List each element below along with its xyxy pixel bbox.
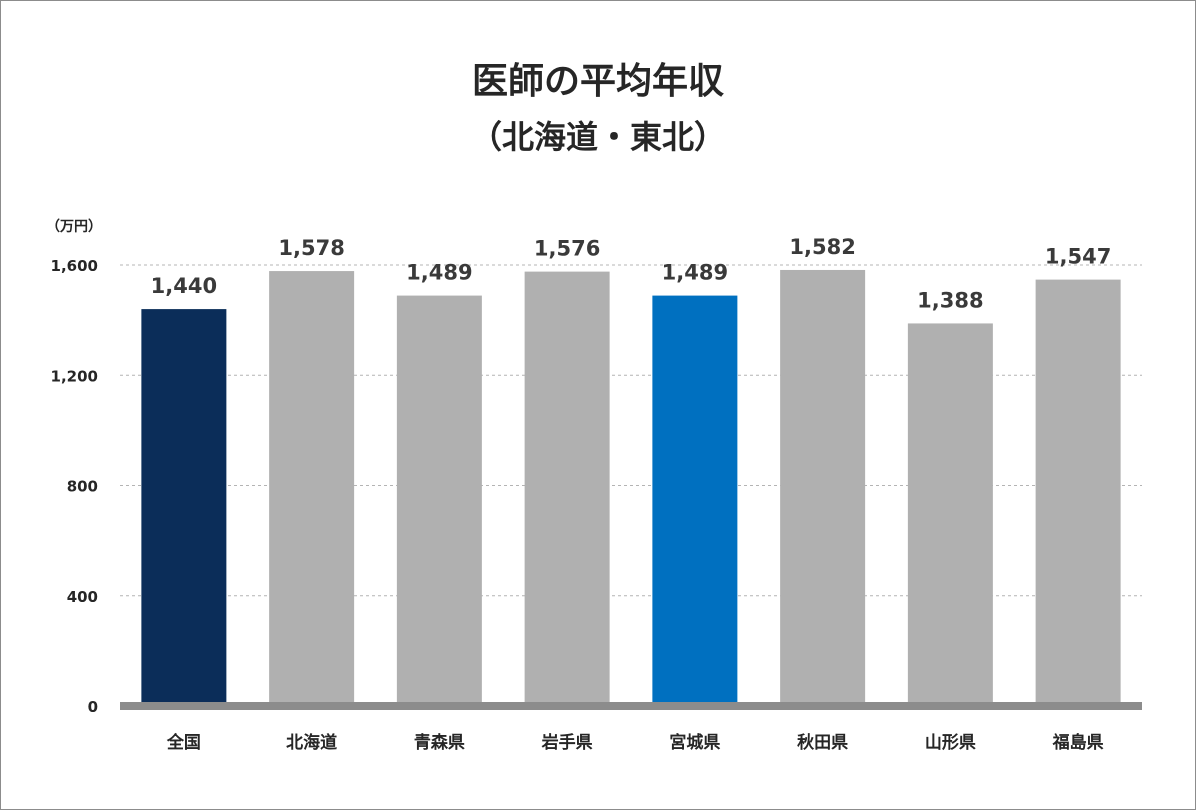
y-tick-label: 800 [67,478,98,496]
bar-value-label: 1,576 [534,237,600,261]
chart-subtitle: （北海道・東北） [469,118,726,156]
x-category-label: 山形県 [925,732,976,753]
bar [396,295,482,706]
bar-value-label: 1,489 [662,261,728,285]
x-category-label: 福島県 [1052,732,1104,753]
x-category-label: 青森県 [414,732,465,753]
bar [1035,279,1121,706]
y-tick-label: 1,600 [51,257,98,275]
chart-title: 医師の平均年収 [471,61,724,102]
bar [780,269,866,706]
y-axis-ticks: 0 400 800 1,200 1,600 [51,257,98,716]
y-tick-label: 1,200 [51,367,98,385]
x-axis-baseline [120,702,1142,710]
bar [652,295,738,706]
bar [269,271,355,706]
x-category-label: 北海道 [286,732,337,753]
bars: 1,440 1,578 1,489 1,576 1,489 1,582 1,388 1,547 [141,235,1121,706]
x-axis-categories: 全国 北海道 青森県 岩手県 宮城県 秋田県 山形県 福島県 [166,732,1104,753]
x-category-label: 岩手県 [541,732,593,753]
x-category-label: 宮城県 [669,732,720,753]
bar-value-label: 1,582 [789,235,855,259]
bar-value-label: 1,547 [1045,245,1111,269]
y-tick-label: 400 [67,588,98,606]
x-category-label: 秋田県 [797,732,848,753]
bar [141,309,227,706]
y-axis-unit-label: （万円） [46,219,102,235]
bar [524,271,610,706]
bar [907,323,993,706]
bar-value-label: 1,489 [406,261,472,285]
bar-value-label: 1,440 [151,274,217,298]
bar-value-label: 1,578 [278,236,344,260]
y-tick-label: 0 [88,698,98,716]
x-category-label: 全国 [166,732,201,753]
bar-value-label: 1,388 [917,288,983,312]
